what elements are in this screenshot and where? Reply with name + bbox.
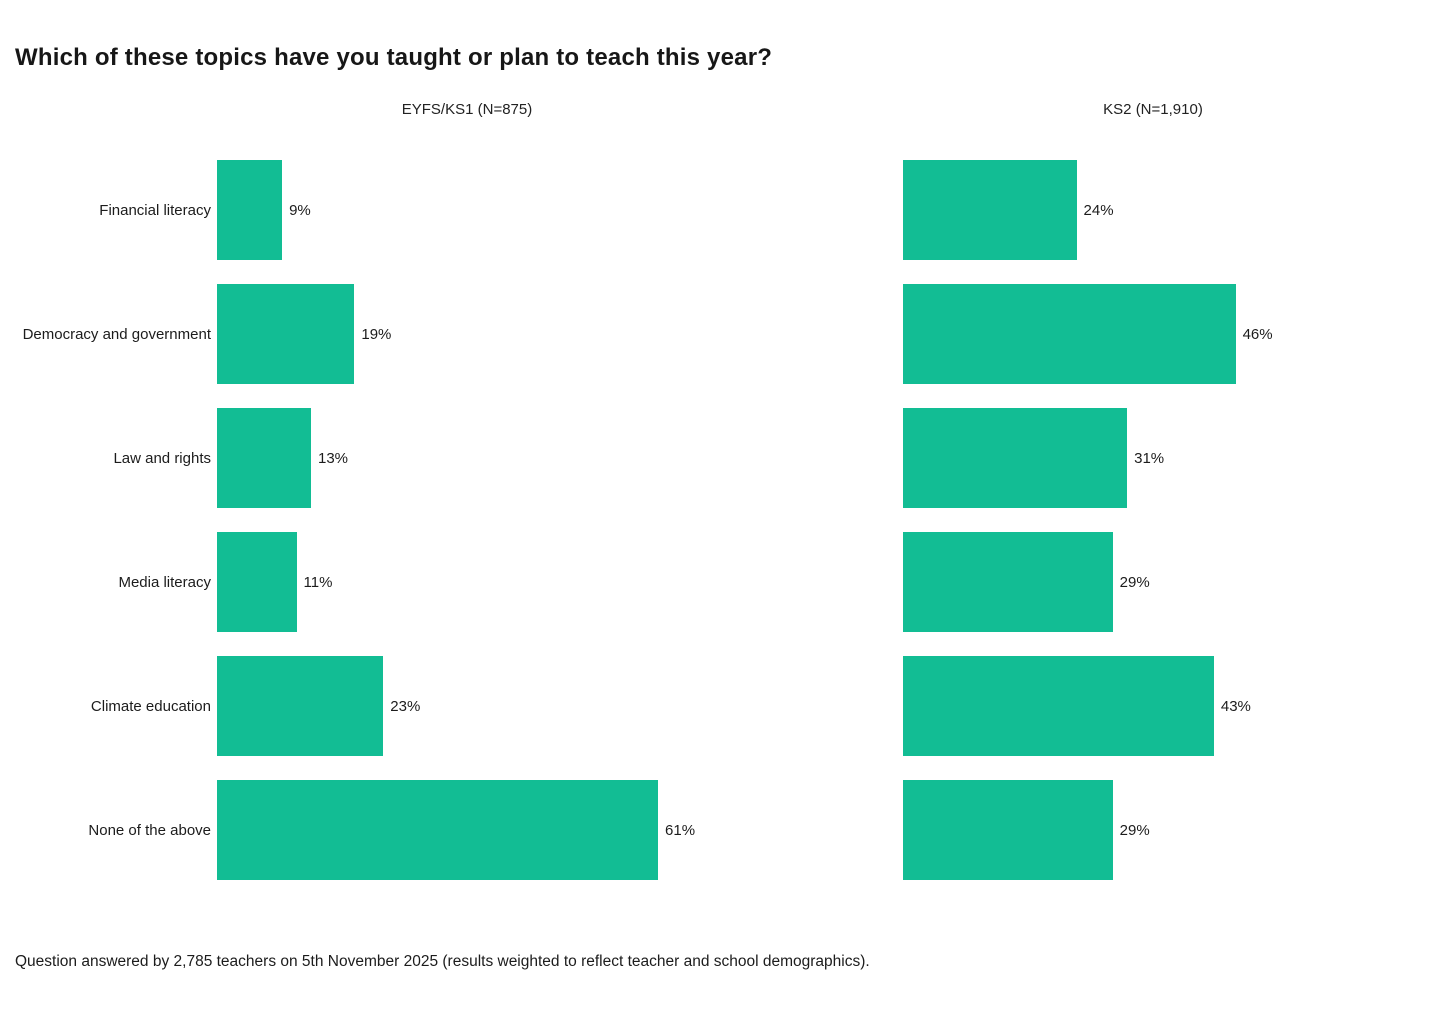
chart-footnote: Question answered by 2,785 teachers on 5… xyxy=(15,953,870,970)
bars-panel-eyfs-ks1: 9% 19% 13% 11% 23% 61% xyxy=(217,160,695,904)
value-label: 13% xyxy=(317,449,349,467)
category-label-text: Democracy and government xyxy=(22,325,211,343)
bar-row: 19% xyxy=(217,284,695,384)
category-label: Climate education xyxy=(0,656,211,756)
panel-subtitle-ks2: KS2 (N=1,910) xyxy=(1103,101,1203,118)
bar xyxy=(217,160,283,260)
bar-row: 29% xyxy=(903,532,1273,632)
category-label-text: Climate education xyxy=(90,697,211,715)
bar-row: 46% xyxy=(903,284,1273,384)
category-label: Law and rights xyxy=(0,408,211,508)
bar xyxy=(217,408,311,508)
value-label: 24% xyxy=(1083,201,1114,219)
bar-row: 61% xyxy=(217,780,695,880)
value-label: 43% xyxy=(1220,697,1251,715)
panel-subtitle-eyfs-ks1: EYFS/KS1 (N=875) xyxy=(401,101,533,118)
bar xyxy=(903,284,1236,384)
category-label: Financial literacy xyxy=(0,160,211,260)
bar xyxy=(217,284,355,384)
bar xyxy=(903,532,1113,632)
bar xyxy=(217,656,384,756)
bar-row: 23% xyxy=(217,656,695,756)
category-label-text: None of the above xyxy=(88,821,211,839)
chart-title: Which of these topics have you taught or… xyxy=(15,44,773,71)
value-label: 9% xyxy=(289,201,311,219)
bars-panel-ks2: 24% 46% 31% 29% 43% 29% xyxy=(903,160,1273,904)
value-label: 29% xyxy=(1119,573,1150,591)
bar-row: 31% xyxy=(903,408,1273,508)
value-label: 23% xyxy=(390,697,421,715)
category-label: Media literacy xyxy=(0,532,211,632)
value-label: 46% xyxy=(1242,325,1273,343)
bar xyxy=(903,160,1077,260)
category-label-text: Law and rights xyxy=(113,449,211,467)
bar-row: 29% xyxy=(903,780,1273,880)
value-label: 11% xyxy=(303,573,333,591)
value-label: 29% xyxy=(1119,821,1150,839)
category-label: Democracy and government xyxy=(0,284,211,384)
category-label-text: Media literacy xyxy=(118,573,211,591)
category-labels-column: Financial literacy Democracy and governme… xyxy=(0,160,211,904)
bar-row: 11% xyxy=(217,532,695,632)
category-label-text: Financial literacy xyxy=(99,201,211,219)
bar xyxy=(903,408,1128,508)
bar-row: 24% xyxy=(903,160,1273,260)
value-label: 19% xyxy=(361,325,392,343)
value-label: 61% xyxy=(665,821,696,839)
bar xyxy=(903,780,1113,880)
value-label: 31% xyxy=(1134,449,1165,467)
bar xyxy=(217,780,659,880)
bar xyxy=(903,656,1214,756)
category-label: None of the above xyxy=(0,780,211,880)
bar xyxy=(217,532,297,632)
bar-row: 9% xyxy=(217,160,695,260)
bar-row: 43% xyxy=(903,656,1273,756)
bar-row: 13% xyxy=(217,408,695,508)
